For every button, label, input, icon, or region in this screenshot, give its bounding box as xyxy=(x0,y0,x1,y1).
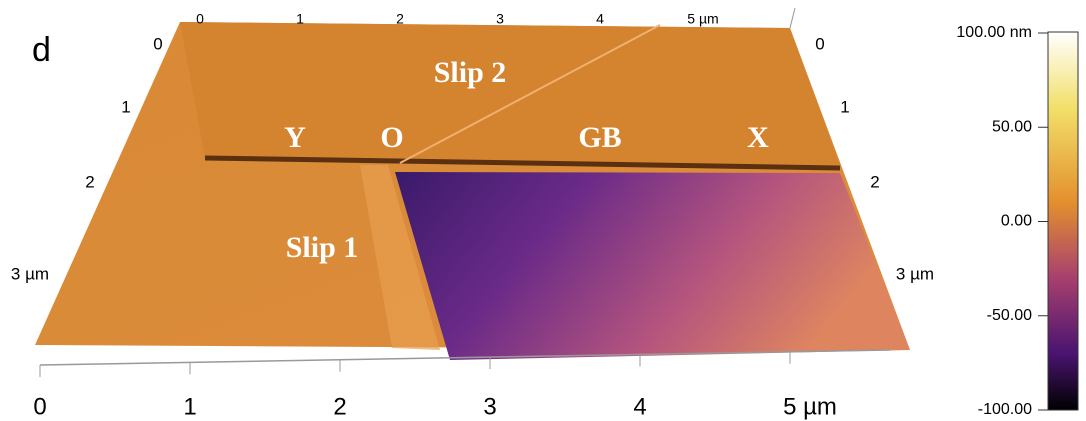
x-tick-label: 1 xyxy=(183,393,196,420)
figure: d Slip 2 Y O GB X Slip 1 0 1 2 3 4 5 µm 0 1 2 3 4 5 µm 0 1 2… xyxy=(0,0,1086,421)
annotation: Slip 2 xyxy=(434,56,507,89)
left-tick-label: 1 xyxy=(121,97,130,116)
colorbar xyxy=(1048,32,1078,410)
x-tick-label: 4 xyxy=(633,393,646,420)
right-tick-label: 1 xyxy=(840,97,849,116)
back-tick-label: 3 xyxy=(496,11,504,27)
left-tick-label: 0 xyxy=(153,34,162,53)
right-tick-label: 3 µm xyxy=(896,264,934,283)
x-tick-label: 2 xyxy=(333,393,346,420)
colorbar-tick-label: 0.00 xyxy=(1001,213,1032,230)
colorbar-tick-label: 100.00 nm xyxy=(956,24,1032,41)
colorbar-tick-label: -50.00 xyxy=(987,307,1032,324)
right-tick-label: 0 xyxy=(815,34,824,53)
annotation: X xyxy=(747,121,769,154)
colorbar-tick-label: 50.00 xyxy=(992,118,1032,135)
panel-label: d xyxy=(32,31,51,69)
x-tick-label: 3 xyxy=(483,393,496,420)
right-tick-label: 2 xyxy=(870,172,879,191)
left-tick-label: 2 xyxy=(85,172,94,191)
x-tick-label: 0 xyxy=(33,393,46,420)
depressed-region xyxy=(395,172,910,360)
back-tick-label: 4 xyxy=(596,11,604,27)
back-tick-label: 2 xyxy=(396,11,404,27)
annotation: Slip 1 xyxy=(286,231,359,264)
back-tick-label: 5 µm xyxy=(687,11,718,27)
upper-plateau xyxy=(180,22,840,165)
back-tick-label: 0 xyxy=(196,11,204,27)
x-tick-label: 5 µm xyxy=(783,393,837,420)
back-tick-label: 1 xyxy=(296,11,304,27)
annotation: O xyxy=(380,121,403,154)
annotation: Y xyxy=(284,121,306,154)
left-tick-label: 3 µm xyxy=(11,264,49,283)
annotation: GB xyxy=(578,121,621,154)
colorbar-tick-label: -100.00 xyxy=(978,401,1032,418)
back-axis xyxy=(790,8,795,28)
